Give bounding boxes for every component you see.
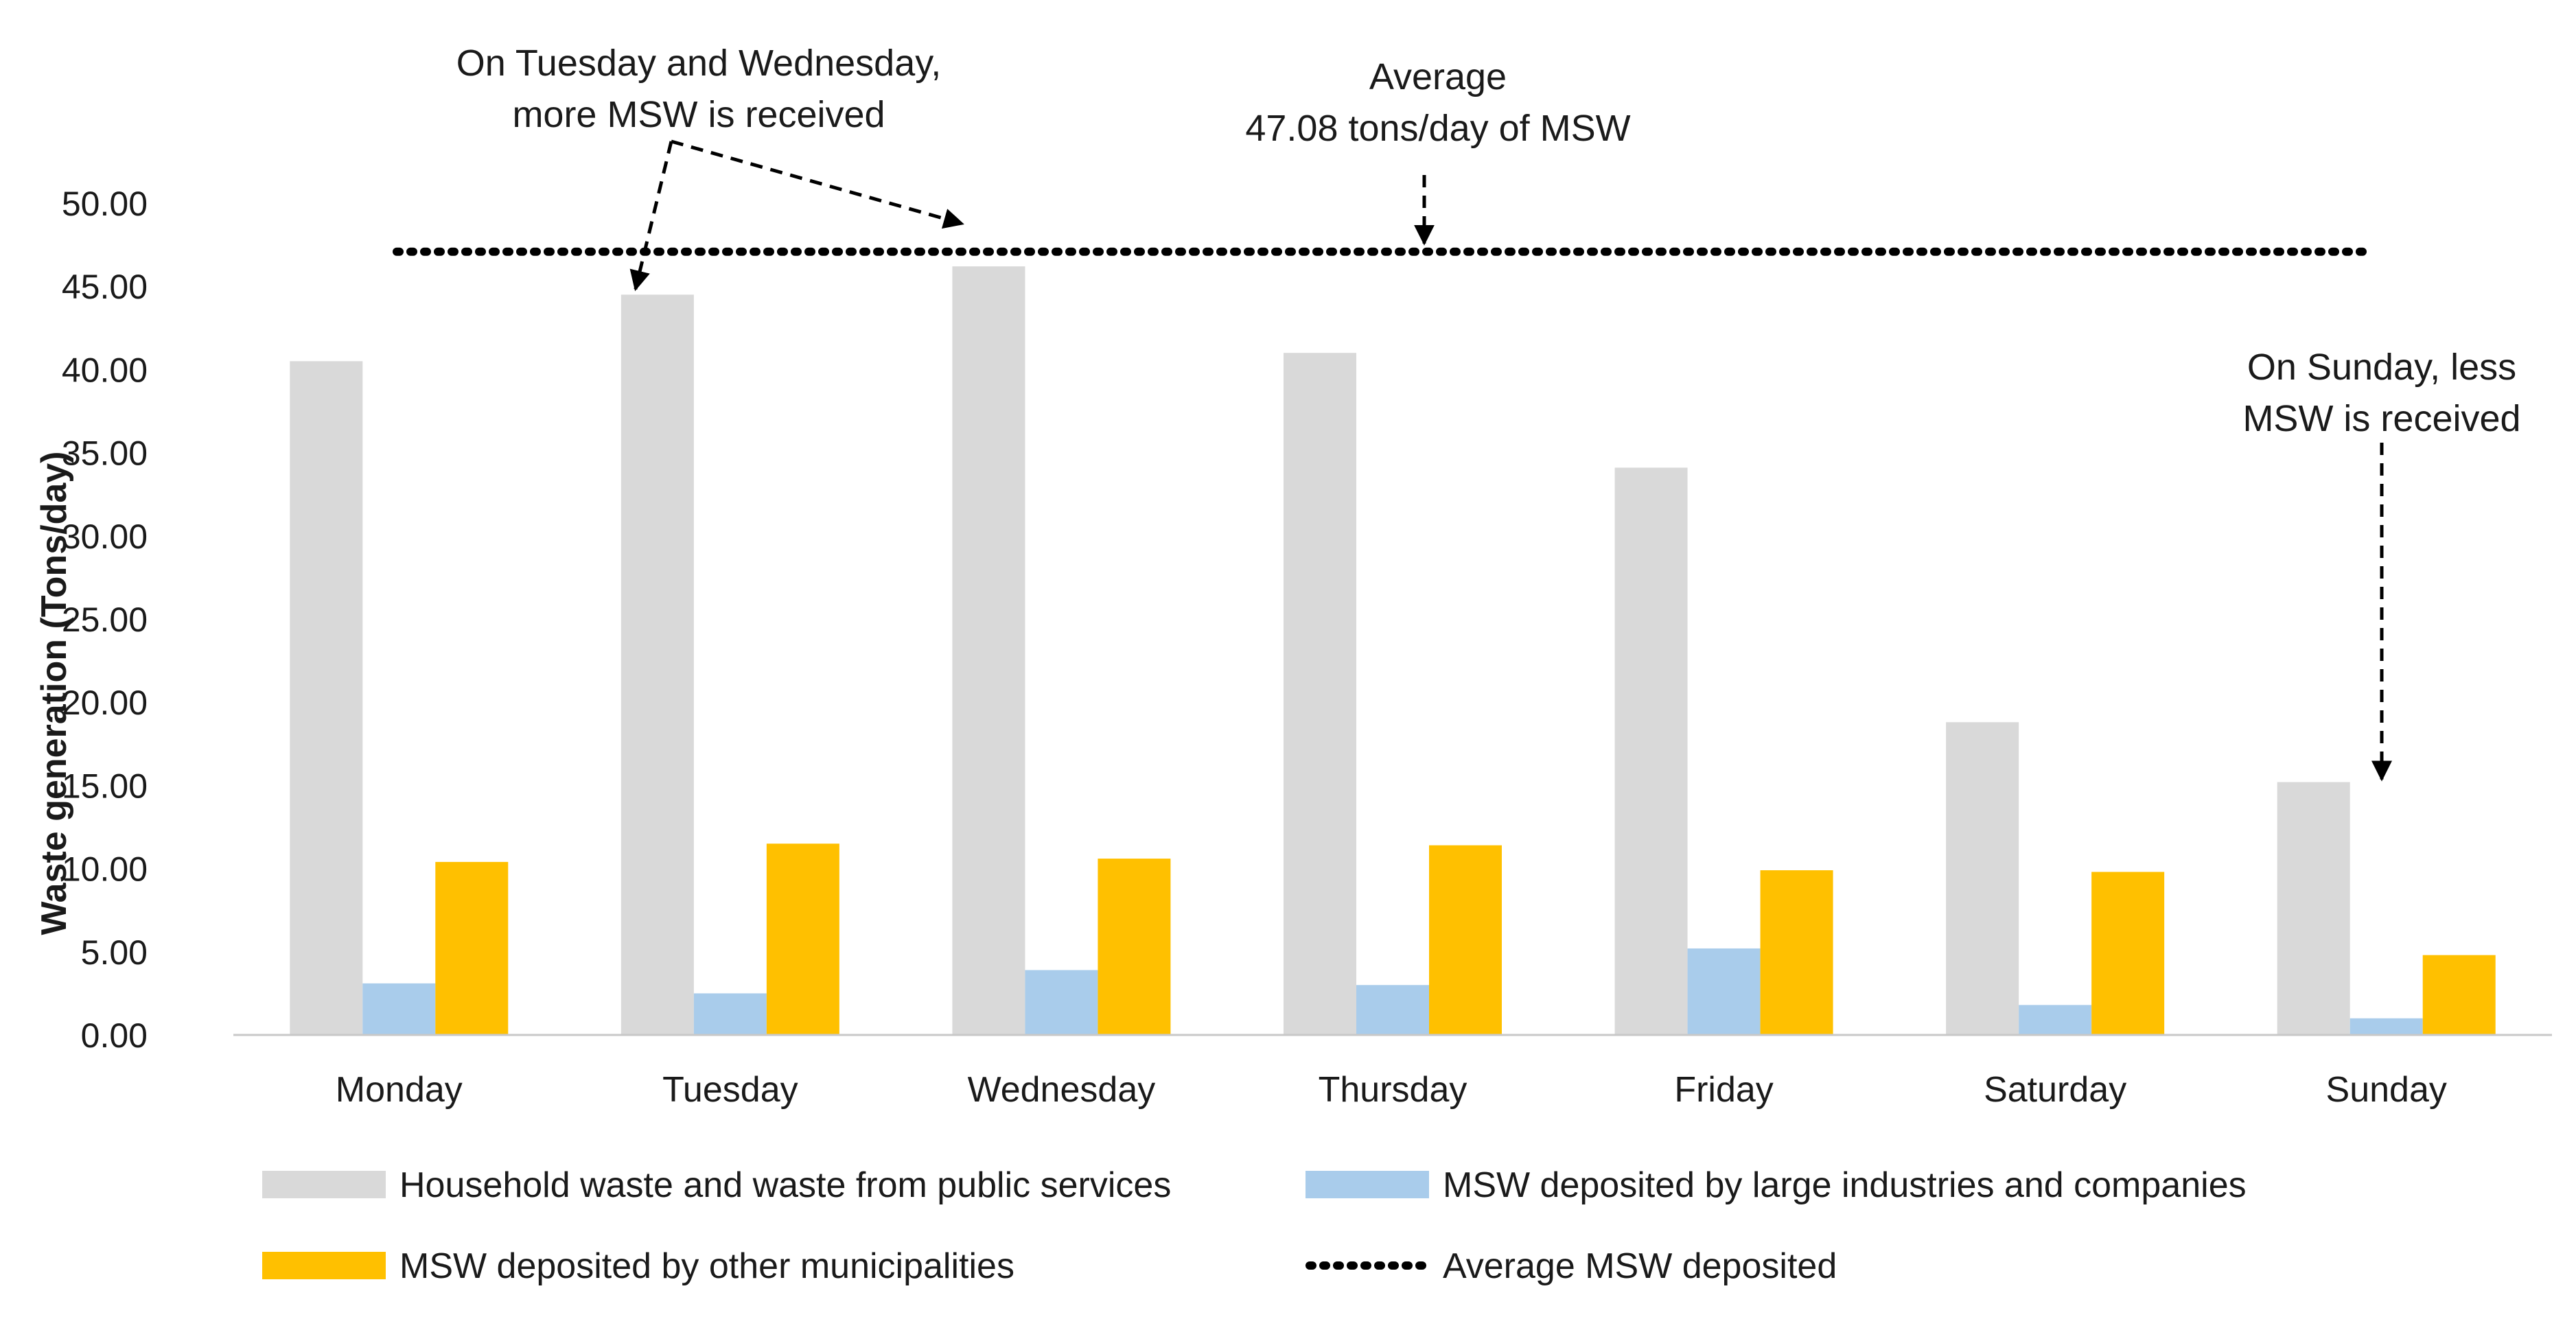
bar-tuesday-series-3 <box>766 843 839 1035</box>
bar-saturday-series-2 <box>2019 1005 2092 1035</box>
bar-monday-series-1 <box>290 361 363 1035</box>
y-tick-label: 0.00 <box>81 1016 148 1055</box>
y-tick-label: 25.00 <box>62 601 148 639</box>
legend-swatch <box>262 1252 386 1279</box>
x-tick-label: Wednesday <box>968 1070 1156 1110</box>
annotation-tue-wed-text: On Tuesday and Wednesday, <box>456 43 941 84</box>
y-tick-label: 45.00 <box>62 268 148 306</box>
bar-series-group <box>290 266 2496 1035</box>
bar-thursday-series-1 <box>1284 353 1356 1035</box>
x-tick-label: Sunday <box>2326 1070 2447 1110</box>
y-tick-label: 50.00 <box>62 185 148 223</box>
y-tick-label: 20.00 <box>62 684 148 722</box>
x-tick-label: Saturday <box>1984 1070 2126 1110</box>
y-tick-label: 10.00 <box>62 850 148 889</box>
bar-thursday-series-3 <box>1429 845 1502 1035</box>
annotation-tue-wed-text: more MSW is received <box>512 94 885 135</box>
y-tick-label: 5.00 <box>81 933 148 972</box>
annotation-arrow-tuesday <box>629 141 673 292</box>
x-tick-label: Friday <box>1674 1070 1773 1110</box>
legend: Household waste and waste from public se… <box>262 1165 2247 1286</box>
x-tick-label: Monday <box>336 1070 463 1110</box>
annotation-arrow-wednesday <box>671 139 964 229</box>
bar-sunday-series-1 <box>2277 782 2350 1035</box>
annotation-sunday-text: MSW is received <box>2242 398 2520 439</box>
y-axis-label: Waste generation (Tons/day) <box>34 452 74 935</box>
y-axis-tick-labels: 0.00 5.00 10.00 15.00 20.00 25.00 30.00 35.00 40… <box>62 185 148 1055</box>
bar-friday-series-3 <box>1760 870 1833 1035</box>
annotations-group: On Tuesday and Wednesday, more MSW is rec… <box>456 43 2521 782</box>
annotation-average-text: 47.08 tons/day of MSW <box>1245 108 1630 149</box>
bar-friday-series-2 <box>1687 948 1761 1035</box>
legend-swatch <box>1306 1171 1429 1198</box>
y-tick-label: 40.00 <box>62 351 148 389</box>
y-tick-label: 30.00 <box>62 517 148 556</box>
bar-saturday-series-1 <box>1946 722 2019 1035</box>
bar-monday-series-3 <box>435 861 509 1035</box>
x-axis-tick-labels: Monday Tuesday Wednesday Thursday Friday Satu… <box>336 1070 2447 1110</box>
bar-wednesday-series-1 <box>952 266 1025 1035</box>
annotation-sunday-text: On Sunday, less <box>2247 347 2516 388</box>
annotation-average-text: Average <box>1369 56 1507 97</box>
bar-thursday-series-2 <box>1356 985 1429 1035</box>
legend-label: Household waste and waste from public se… <box>399 1165 1171 1205</box>
y-tick-label: 15.00 <box>62 767 148 805</box>
bar-wednesday-series-3 <box>1098 859 1171 1035</box>
y-tick-label: 35.00 <box>62 434 148 473</box>
legend-label: MSW deposited by other municipalities <box>399 1246 1014 1286</box>
bar-sunday-series-3 <box>2422 955 2496 1035</box>
bar-wednesday-series-2 <box>1025 970 1098 1035</box>
bar-tuesday-series-2 <box>693 993 767 1035</box>
legend-label: MSW deposited by large industries and co… <box>1443 1165 2247 1205</box>
bar-friday-series-1 <box>1614 467 1688 1035</box>
bar-saturday-series-3 <box>2091 872 2165 1035</box>
legend-label: Average MSW deposited <box>1443 1246 1837 1286</box>
x-tick-label: Thursday <box>1319 1070 1467 1110</box>
x-tick-label: Tuesday <box>662 1070 798 1110</box>
legend-swatch <box>262 1171 386 1198</box>
bar-sunday-series-2 <box>2349 1018 2423 1035</box>
bar-tuesday-series-1 <box>620 294 694 1035</box>
bar-monday-series-2 <box>362 983 436 1035</box>
